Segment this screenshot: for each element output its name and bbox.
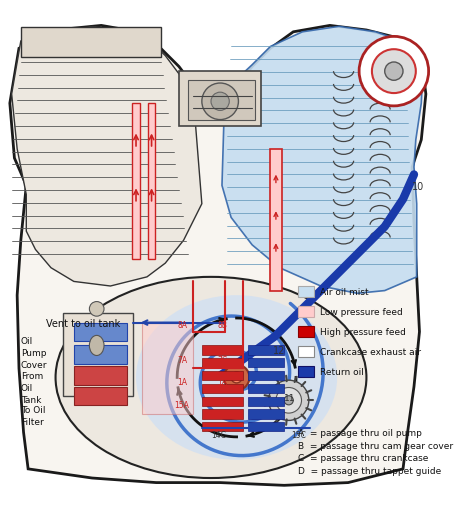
Polygon shape <box>74 346 127 364</box>
Polygon shape <box>247 346 284 355</box>
Polygon shape <box>142 323 193 414</box>
Polygon shape <box>247 371 284 380</box>
Polygon shape <box>247 358 284 367</box>
Text: 7A: 7A <box>177 355 187 364</box>
Polygon shape <box>63 314 133 396</box>
Text: Return oil: Return oil <box>320 367 364 377</box>
Polygon shape <box>247 422 284 432</box>
Circle shape <box>276 388 301 413</box>
Text: 1A: 1A <box>177 378 187 387</box>
Text: C  = passage thru crankcase: C = passage thru crankcase <box>298 454 428 462</box>
Text: 7C: 7C <box>218 355 228 364</box>
Polygon shape <box>21 28 161 59</box>
Polygon shape <box>202 346 243 355</box>
Circle shape <box>284 396 293 405</box>
Circle shape <box>224 365 249 390</box>
Circle shape <box>202 84 238 120</box>
Polygon shape <box>202 422 243 432</box>
Polygon shape <box>148 104 155 259</box>
Polygon shape <box>12 27 202 287</box>
Bar <box>298 287 314 297</box>
Polygon shape <box>202 384 243 393</box>
Text: D  = passage thru tappet guide: D = passage thru tappet guide <box>298 466 441 475</box>
Circle shape <box>211 93 229 111</box>
Text: 10: 10 <box>412 182 424 191</box>
Text: 1A: 1A <box>218 378 228 387</box>
Text: A  = passage thru oil pump: A = passage thru oil pump <box>298 428 422 437</box>
Bar <box>298 327 314 337</box>
Bar <box>298 367 314 378</box>
Polygon shape <box>271 150 283 291</box>
Polygon shape <box>74 367 127 385</box>
Text: 14C: 14C <box>211 431 226 440</box>
Bar <box>298 347 314 358</box>
Circle shape <box>372 50 416 94</box>
Text: Crankcase exhaust air: Crankcase exhaust air <box>320 348 421 357</box>
Circle shape <box>269 380 309 420</box>
Polygon shape <box>202 397 243 406</box>
Polygon shape <box>202 358 243 367</box>
Polygon shape <box>247 384 284 393</box>
Text: To Oil
Filter: To Oil Filter <box>21 405 46 426</box>
Polygon shape <box>202 371 243 380</box>
Polygon shape <box>222 27 423 294</box>
Text: Low pressure feed: Low pressure feed <box>320 307 402 317</box>
Text: 15C: 15C <box>292 431 306 440</box>
Polygon shape <box>188 81 255 120</box>
Text: Air oil mist: Air oil mist <box>320 288 368 296</box>
Text: 8B: 8B <box>218 320 227 329</box>
Polygon shape <box>74 323 127 341</box>
Ellipse shape <box>90 336 104 356</box>
Polygon shape <box>10 26 426 486</box>
Text: Vent to oil tank: Vent to oil tank <box>46 318 121 328</box>
Circle shape <box>385 63 403 81</box>
Circle shape <box>231 372 242 383</box>
Text: Oil
Pump
Cover: Oil Pump Cover <box>21 336 47 369</box>
Polygon shape <box>247 397 284 406</box>
Text: High pressure feed: High pressure feed <box>320 327 406 336</box>
Text: B  = passage thru cam gear cover: B = passage thru cam gear cover <box>298 441 453 449</box>
Ellipse shape <box>55 277 366 478</box>
Circle shape <box>90 302 104 317</box>
Text: 11: 11 <box>284 393 295 402</box>
Text: From
Oil
Tank: From Oil Tank <box>21 371 43 404</box>
Polygon shape <box>247 410 284 419</box>
Polygon shape <box>74 387 127 405</box>
Ellipse shape <box>136 296 337 460</box>
Circle shape <box>359 37 428 107</box>
Text: 15A: 15A <box>174 401 189 410</box>
Bar <box>298 306 314 318</box>
Polygon shape <box>179 72 261 127</box>
Polygon shape <box>202 410 243 419</box>
Text: 12: 12 <box>273 346 285 356</box>
Text: 8A: 8A <box>177 320 187 329</box>
Polygon shape <box>132 104 140 259</box>
